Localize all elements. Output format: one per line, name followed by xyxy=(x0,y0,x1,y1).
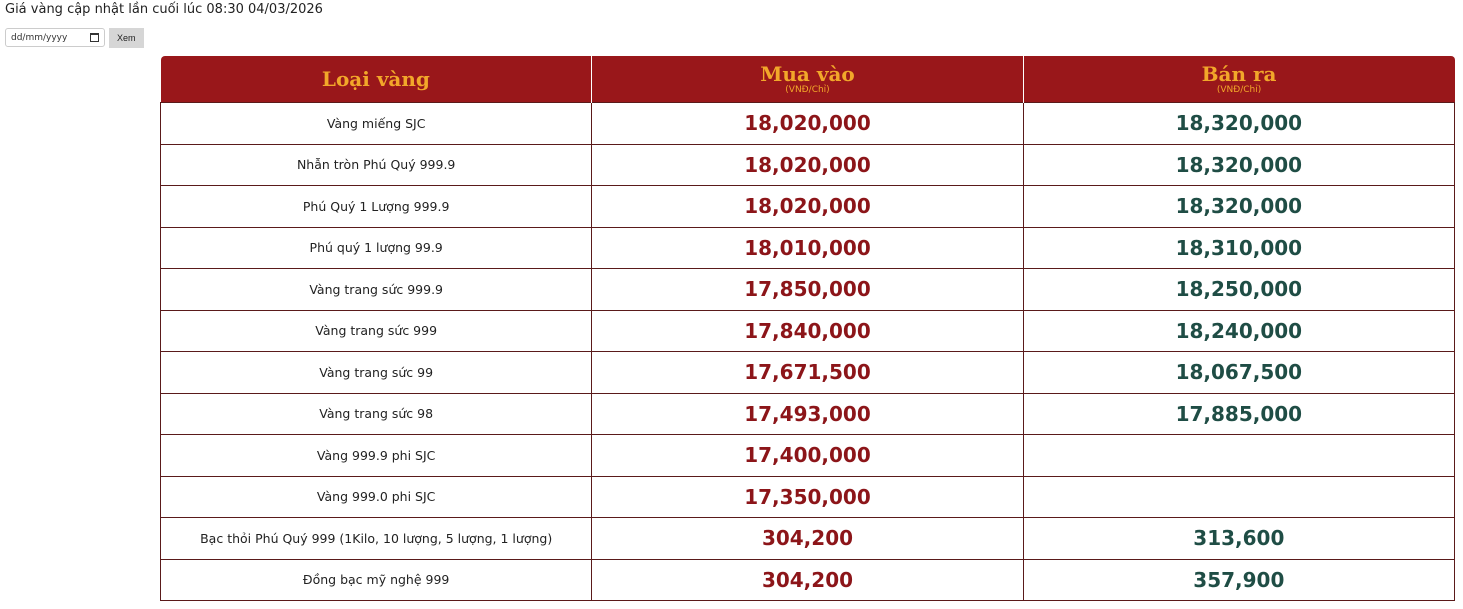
gold-price-table: Loại vàng Mua vào (VNĐ/Chỉ) Bán ra (VNĐ/Chỉ)… xyxy=(159,56,1456,601)
table-row: Bạc thỏi Phú Quý 999 (1Kilo, 10 lượng, 5… xyxy=(159,517,1456,560)
sell-price xyxy=(1022,434,1456,477)
buy-price: 304,200 xyxy=(591,517,1024,560)
header-row: Loại vàng Mua vào (VNĐ/Chỉ) Bán ra (VNĐ/Chỉ) xyxy=(160,56,1455,103)
col-header-sell: Bán ra (VNĐ/Chỉ) xyxy=(1022,56,1455,103)
calendar-icon[interactable] xyxy=(90,33,99,42)
sell-price: 313,600 xyxy=(1022,517,1456,560)
sell-price: 18,310,000 xyxy=(1022,226,1456,269)
gold-type: Vàng trang sức 999 xyxy=(159,309,593,352)
sell-price xyxy=(1022,475,1456,518)
table-row: Vàng trang sức 99 17,671,500 18,067,500 xyxy=(159,351,1456,394)
buy-price: 18,010,000 xyxy=(591,226,1024,269)
date-input[interactable]: dd/mm/yyyy xyxy=(5,28,105,47)
gold-type: Vàng 999.9 phi SJC xyxy=(159,434,593,477)
view-button[interactable]: Xem xyxy=(109,28,144,48)
gold-type: Vàng miếng SJC xyxy=(159,102,593,145)
sell-price: 18,250,000 xyxy=(1022,268,1456,311)
column-title: Mua vào xyxy=(760,61,855,86)
gold-type: Đồng bạc mỹ nghệ 999 xyxy=(159,558,593,601)
buy-price: 18,020,000 xyxy=(591,143,1024,186)
gold-type: Bạc thỏi Phú Quý 999 (1Kilo, 10 lượng, 5… xyxy=(159,517,593,560)
table-row: Đồng bạc mỹ nghệ 999 304,200 357,900 xyxy=(159,558,1456,601)
gold-type: Vàng trang sức 999.9 xyxy=(159,268,593,311)
buy-price: 17,671,500 xyxy=(591,351,1024,394)
buy-price: 17,840,000 xyxy=(591,309,1024,352)
sell-price: 357,900 xyxy=(1022,558,1456,601)
buy-price: 17,493,000 xyxy=(591,392,1024,435)
gold-type: Nhẫn tròn Phú Quý 999.9 xyxy=(159,143,593,186)
table-row: Vàng trang sức 999 17,840,000 18,240,000 xyxy=(159,309,1456,352)
col-header-type: Loại vàng xyxy=(160,56,592,103)
column-title: Bán ra xyxy=(1201,61,1277,86)
column-unit: (VNĐ/Chỉ) xyxy=(1216,84,1262,95)
sell-price: 18,320,000 xyxy=(1022,143,1456,186)
buy-price: 304,200 xyxy=(591,558,1024,601)
buy-price: 18,020,000 xyxy=(591,102,1024,145)
date-placeholder: dd/mm/yyyy xyxy=(11,32,68,43)
buy-price: 18,020,000 xyxy=(591,185,1024,228)
col-header-buy: Mua vào (VNĐ/Chỉ) xyxy=(591,56,1024,103)
gold-type: Vàng 999.0 phi SJC xyxy=(159,475,593,518)
gold-type: Phú Quý 1 Lượng 999.9 xyxy=(159,185,593,228)
column-unit: (VNĐ/Chỉ) xyxy=(785,84,830,95)
gold-type: Vàng trang sức 99 xyxy=(159,351,593,394)
gold-type: Vàng trang sức 98 xyxy=(159,392,593,435)
date-filter-form: dd/mm/yyyy Xem xyxy=(5,28,144,48)
sell-price: 18,240,000 xyxy=(1022,309,1456,352)
last-updated-text: Giá vàng cập nhật lần cuối lúc 08:30 04/… xyxy=(5,2,323,17)
table-row: Phú quý 1 lượng 99.9 18,010,000 18,310,000 xyxy=(159,226,1456,269)
table-row: Nhẫn tròn Phú Quý 999.9 18,020,000 18,320,… xyxy=(159,143,1456,186)
table-row: Vàng trang sức 999.9 17,850,000 18,250,000 xyxy=(159,268,1456,311)
sell-price: 18,320,000 xyxy=(1022,102,1456,145)
column-title: Loại vàng xyxy=(321,67,430,91)
table-row: Vàng miếng SJC 18,020,000 18,320,000 xyxy=(159,102,1456,145)
sell-price: 18,067,500 xyxy=(1022,351,1456,394)
table-row: Vàng 999.0 phi SJC 17,350,000 xyxy=(159,475,1456,518)
sell-price: 17,885,000 xyxy=(1022,392,1456,435)
buy-price: 17,850,000 xyxy=(591,268,1024,311)
gold-type: Phú quý 1 lượng 99.9 xyxy=(159,226,593,269)
buy-price: 17,400,000 xyxy=(591,434,1024,477)
table-row: Vàng 999.9 phi SJC 17,400,000 xyxy=(159,434,1456,477)
buy-price: 17,350,000 xyxy=(591,475,1024,518)
sell-price: 18,320,000 xyxy=(1022,185,1456,228)
table-row: Vàng trang sức 98 17,493,000 17,885,000 xyxy=(159,392,1456,435)
table-row: Phú Quý 1 Lượng 999.9 18,020,000 18,320,00… xyxy=(159,185,1456,228)
